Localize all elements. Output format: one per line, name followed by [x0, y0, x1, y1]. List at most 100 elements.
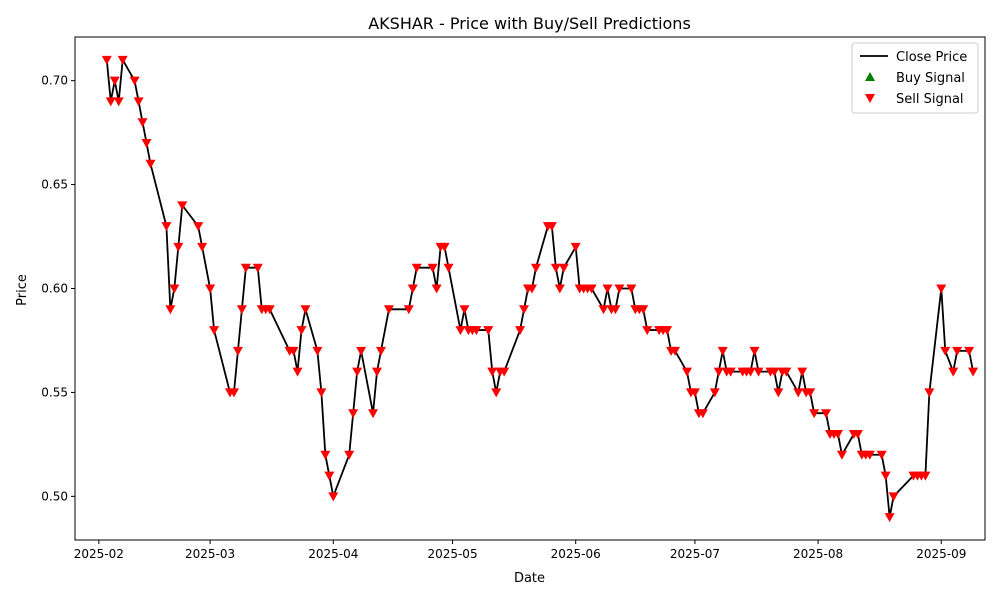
x-tick-label: 2025-04	[308, 547, 358, 561]
sell-signal-marker	[968, 367, 979, 377]
sell-signal-marker	[753, 367, 764, 377]
sell-signal-marker	[920, 471, 931, 481]
sell-signal-marker	[586, 284, 597, 294]
sell-signal-marker	[133, 97, 144, 107]
sell-signal-marker	[471, 326, 482, 336]
sell-signal-marker	[864, 450, 875, 460]
sell-signal-marker	[205, 284, 216, 294]
sell-signal-marker	[113, 97, 124, 107]
sell-signal-marker	[137, 118, 148, 128]
sell-signal-marker	[805, 388, 816, 398]
sell-signal-marker	[940, 346, 951, 356]
sell-signal-marker	[312, 346, 323, 356]
legend: Close Price Buy Signal Sell Signal	[851, 42, 979, 114]
sell-signal-marker	[403, 305, 414, 315]
sell-signal-marker	[745, 367, 756, 377]
sell-signal-marker	[793, 388, 804, 398]
y-tick-label: 0.70	[41, 74, 68, 88]
sell-signal-marker	[105, 97, 116, 107]
axes: 2025-02 2025-03 2025-04 2025-05 2025-06 2025-…	[41, 36, 986, 561]
sell-signal-marker	[499, 367, 510, 377]
sell-signal-marker	[296, 326, 307, 336]
sell-signal-marker	[431, 284, 442, 294]
sell-signal-marker	[109, 76, 120, 86]
sell-signal-marker	[689, 388, 700, 398]
sell-signal-marker	[952, 346, 963, 356]
sell-signal-marker	[232, 346, 243, 356]
sell-signal-marker	[372, 367, 383, 377]
sell-signal-marker	[328, 492, 339, 502]
sell-signal-marker	[558, 263, 569, 273]
sell-signal-marker	[459, 305, 470, 315]
x-tick-label: 2025-07	[670, 547, 720, 561]
sell-signal-marker	[725, 367, 736, 377]
sell-signal-marker	[491, 388, 502, 398]
sell-signal-marker	[407, 284, 418, 294]
sell-signal-marker	[832, 430, 843, 439]
sell-signal-marker	[797, 367, 808, 377]
sell-signal-marker	[610, 305, 621, 315]
sell-signal-marker	[626, 284, 637, 294]
sell-signal-marker	[252, 263, 263, 273]
y-tick-label: 0.50	[41, 489, 68, 503]
sell-signal-marker	[642, 326, 653, 336]
sell-signal-marker	[193, 222, 204, 232]
y-tick-label: 0.60	[41, 282, 68, 296]
sell-signal-marker	[697, 409, 708, 419]
sell-signal-marker	[638, 305, 649, 315]
sell-signal-marker	[288, 346, 299, 356]
sell-signal-marker	[411, 263, 422, 273]
x-tick-label: 2025-06	[551, 547, 601, 561]
sell-signal-marker	[964, 346, 975, 356]
sell-signal-marker	[240, 263, 251, 273]
sell-signal-marker	[602, 284, 613, 294]
chart-title: AKSHAR - Price with Buy/Sell Predictions	[368, 14, 691, 33]
sell-signal-marker	[670, 346, 681, 356]
sell-signal-marker	[515, 326, 526, 336]
sell-signal-marker	[316, 388, 327, 398]
sell-signal-marker	[614, 284, 625, 294]
sell-signal-marker	[356, 346, 367, 356]
sell-signal-marker	[948, 367, 959, 377]
sell-signal-marker	[876, 450, 887, 460]
sell-signal-marker	[439, 242, 450, 252]
sell-signal-marker	[344, 450, 355, 460]
sell-signal-marker	[443, 263, 454, 273]
x-tick-label: 2025-05	[427, 547, 477, 561]
sell-signal-marker	[197, 242, 208, 252]
sell-signal-marker	[427, 263, 438, 273]
legend-box	[851, 42, 979, 114]
legend-sell-signal-label: Sell Signal	[896, 92, 964, 107]
sell-signal-marker	[749, 346, 760, 356]
sell-signal-marker	[483, 326, 494, 336]
x-axis-label: Date	[514, 571, 545, 586]
sell-signal-marker	[173, 242, 184, 252]
sell-signal-marker	[821, 409, 832, 419]
sell-signal-marker	[852, 430, 863, 439]
sell-signal-marker	[519, 305, 530, 315]
sell-signal-marker	[781, 367, 792, 377]
plot-area	[101, 55, 979, 523]
x-tick-label: 2025-03	[185, 547, 235, 561]
sell-signal-marker	[161, 222, 172, 232]
x-tick-label: 2025-08	[793, 547, 843, 561]
sell-signal-marker	[554, 284, 565, 294]
sell-signal-marker	[352, 367, 363, 377]
sell-signal-marker	[236, 305, 247, 315]
sell-signal-marker	[177, 201, 188, 211]
sell-signal-marker	[888, 492, 899, 502]
sell-signal-marker	[809, 409, 820, 419]
sell-signal-marker	[117, 55, 128, 65]
legend-buy-signal-label: Buy Signal	[896, 71, 965, 86]
x-tick-label: 2025-09	[916, 547, 966, 561]
sell-signal-marker	[681, 367, 692, 377]
sell-signal-marker	[300, 305, 311, 315]
sell-signal-marker	[487, 367, 498, 377]
sell-signal-marker	[880, 471, 891, 481]
sell-signal-marker	[530, 263, 541, 273]
y-tick-label: 0.55	[41, 385, 68, 399]
sell-signal-marker	[209, 326, 220, 336]
sell-signal-marker	[598, 305, 609, 315]
sell-signal-marker	[169, 284, 180, 294]
